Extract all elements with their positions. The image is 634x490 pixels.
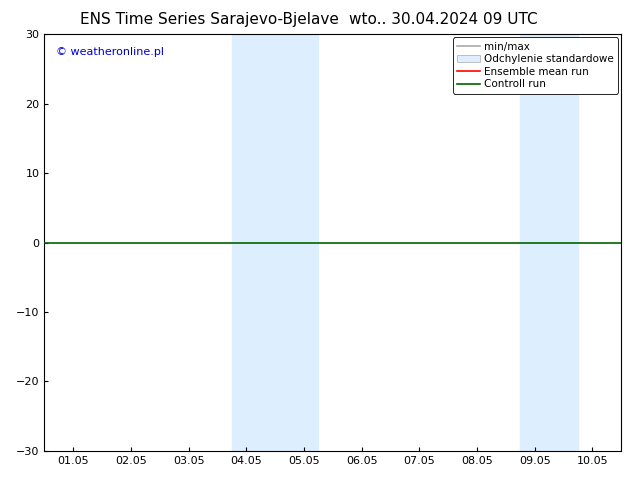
Bar [521, 34, 578, 451]
Text: © weatheronline.pl: © weatheronline.pl [56, 47, 164, 57]
Bar [232, 34, 318, 451]
Text: wto.. 30.04.2024 09 UTC: wto.. 30.04.2024 09 UTC [349, 12, 538, 27]
Text: ENS Time Series Sarajevo-Bjelave: ENS Time Series Sarajevo-Bjelave [80, 12, 339, 27]
Legend: min/max, Odchylenie standardowe, Ensemble mean run, Controll run: min/max, Odchylenie standardowe, Ensembl… [453, 37, 618, 94]
